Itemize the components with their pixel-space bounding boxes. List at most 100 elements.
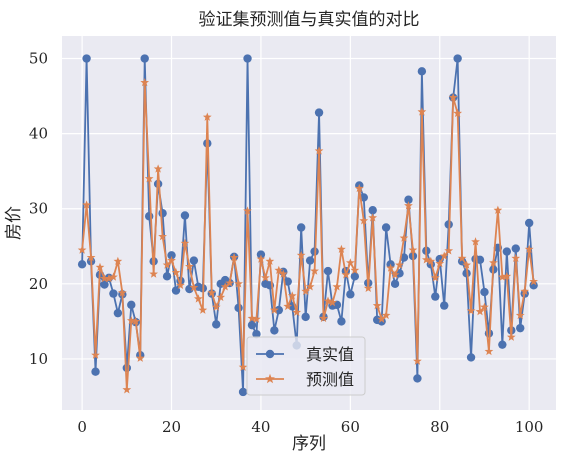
data-point [180, 238, 190, 247]
data-point [529, 276, 539, 286]
data-point [287, 291, 297, 300]
data-point [368, 213, 378, 222]
data-point [296, 250, 306, 260]
data-point [100, 273, 109, 283]
series-layer [77, 54, 539, 397]
data-point [252, 329, 261, 339]
data-point [328, 298, 337, 307]
chart-title: 验证集预测值与真实值的对比 [199, 10, 420, 30]
data-point [117, 288, 127, 297]
data-point [91, 367, 100, 376]
x-tick-label: 100 [515, 418, 544, 436]
data-point [480, 287, 489, 297]
data-point [274, 265, 284, 275]
data-point [439, 251, 449, 260]
data-point [354, 183, 364, 193]
data-point [234, 303, 243, 313]
legend-marker-actual [265, 349, 275, 359]
data-point [202, 112, 212, 121]
data-point [453, 108, 463, 118]
data-point [274, 305, 284, 315]
data-point [185, 261, 194, 271]
data-point [86, 252, 96, 262]
legend-entry-predicted: 预测值 [256, 370, 354, 389]
data-point [158, 209, 167, 218]
x-axis-label: 序列 [292, 434, 326, 454]
data-point [497, 272, 507, 281]
data-point [212, 320, 221, 329]
data-point [270, 326, 279, 335]
data-point [395, 260, 404, 269]
data-point [301, 286, 311, 296]
data-point [140, 77, 150, 87]
data-point [337, 317, 346, 326]
data-point [292, 307, 302, 317]
data-point [225, 278, 235, 287]
data-point [305, 256, 315, 265]
data-point [511, 253, 521, 263]
data-point [359, 216, 369, 225]
data-point [515, 310, 525, 320]
data-point [484, 346, 494, 356]
data-point [466, 353, 476, 362]
x-tick-label: 20 [162, 418, 181, 436]
data-point [109, 272, 118, 281]
data-point [234, 279, 243, 288]
data-point [77, 245, 87, 254]
x-axis-ticks: 0 20 40 60 80 100 [77, 418, 543, 436]
data-point [77, 260, 87, 269]
data-point [381, 223, 391, 232]
data-point [314, 108, 324, 117]
data-point [82, 54, 91, 63]
x-tick-label: 0 [77, 418, 87, 436]
data-point [511, 244, 520, 253]
data-point [341, 270, 351, 279]
data-point [363, 283, 373, 293]
data-point [162, 272, 172, 281]
data-point [278, 269, 288, 278]
data-point [516, 323, 525, 333]
x-tick-label: 60 [341, 418, 360, 436]
data-point [243, 206, 252, 215]
data-point [346, 290, 355, 299]
data-point [126, 316, 136, 325]
data-point [457, 253, 467, 263]
data-point [207, 288, 217, 297]
x-tick-label: 40 [251, 418, 270, 436]
y-tick-label: 30 [29, 200, 48, 218]
data-point [211, 302, 221, 311]
y-tick-label: 40 [29, 125, 48, 143]
data-point [421, 255, 431, 264]
grid-lines [62, 36, 556, 410]
data-point [265, 256, 275, 266]
data-point [462, 260, 471, 269]
data-point [431, 292, 440, 301]
data-point [247, 320, 257, 330]
data-point [386, 263, 395, 272]
legend-entry-actual: 真实值 [256, 345, 354, 364]
data-point [158, 231, 167, 241]
data-point [319, 313, 328, 323]
data-point [144, 174, 154, 183]
data-point [435, 258, 445, 268]
data-point [413, 356, 422, 365]
data-point [498, 340, 507, 349]
data-point [162, 260, 172, 269]
data-point [337, 244, 346, 254]
data-point [453, 54, 462, 63]
data-point [524, 218, 534, 228]
data-point [167, 251, 176, 260]
data-point [440, 301, 449, 310]
data-point [448, 92, 458, 102]
data-point [198, 305, 208, 314]
data-point [466, 306, 476, 315]
data-point [444, 246, 454, 255]
data-point [426, 256, 436, 266]
data-point [323, 296, 333, 305]
data-point [193, 294, 203, 303]
data-point [301, 312, 310, 322]
y-tick-label: 20 [29, 275, 48, 293]
data-point [261, 273, 270, 282]
data-point [350, 272, 360, 281]
